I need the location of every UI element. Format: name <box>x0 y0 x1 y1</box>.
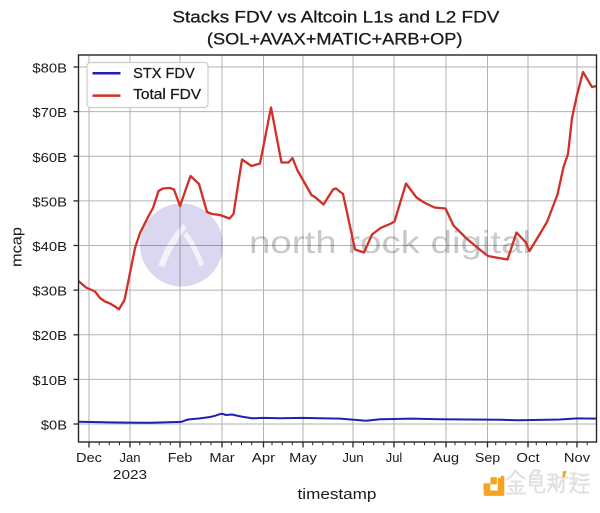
svg-text:Total FDV: Total FDV <box>133 87 201 103</box>
svg-text:Apr: Apr <box>252 450 276 465</box>
svg-text:mcap: mcap <box>10 227 26 267</box>
svg-text:(SOL+AVAX+MATIC+ARB+OP): (SOL+AVAX+MATIC+ARB+OP) <box>207 29 463 48</box>
svg-text:north rock digital: north rock digital <box>249 224 531 260</box>
svg-text:$80B: $80B <box>32 61 67 76</box>
svg-text:$40B: $40B <box>32 239 67 254</box>
svg-text:Dec: Dec <box>76 450 102 465</box>
svg-text:$10B: $10B <box>32 373 67 388</box>
svg-text:Jan: Jan <box>120 450 141 465</box>
svg-text:$60B: $60B <box>32 150 67 165</box>
svg-text:$50B: $50B <box>32 194 67 209</box>
svg-text:Oct: Oct <box>516 450 540 465</box>
svg-text:Sep: Sep <box>475 450 500 465</box>
svg-text:STX FDV: STX FDV <box>133 66 195 82</box>
svg-text:$0B: $0B <box>41 418 67 433</box>
svg-text:timestamp: timestamp <box>298 487 377 503</box>
svg-text:Aug: Aug <box>433 450 459 465</box>
svg-text:Mar: Mar <box>209 450 235 465</box>
svg-text:May: May <box>289 450 317 465</box>
svg-text:$30B: $30B <box>32 284 67 299</box>
svg-text:Stacks FDV vs Altcoin L1s and: Stacks FDV vs Altcoin L1s and L2 FDV <box>172 8 500 27</box>
svg-text:2023: 2023 <box>113 467 147 482</box>
svg-text:Feb: Feb <box>168 450 193 465</box>
svg-text:Jul: Jul <box>386 450 403 465</box>
svg-text:$20B: $20B <box>32 328 67 343</box>
svg-text:$70B: $70B <box>32 105 67 120</box>
svg-text:Nov: Nov <box>564 450 591 465</box>
svg-text:Jun: Jun <box>342 450 363 465</box>
